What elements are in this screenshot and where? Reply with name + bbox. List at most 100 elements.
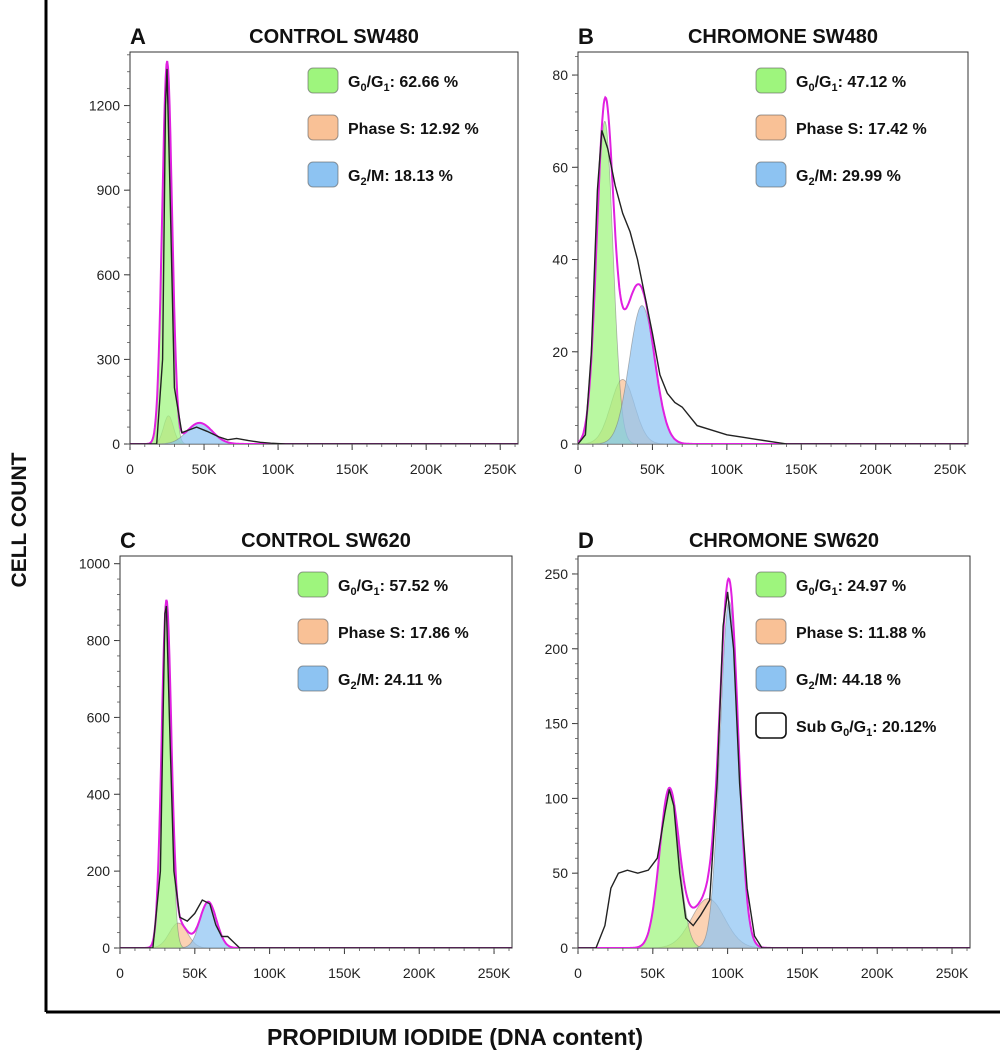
area-g2m — [578, 305, 968, 444]
legend-item: Phase S: 17.42 % — [755, 114, 927, 141]
legend-swatch — [297, 665, 329, 692]
fit-line — [120, 599, 512, 948]
plot-frame — [119, 555, 513, 949]
raw-histogram-line — [578, 591, 970, 948]
x-tick-label: 50K — [182, 965, 208, 981]
legend-item: Sub G0/G1: 20.12% — [755, 712, 936, 739]
legend-swatch — [755, 67, 787, 94]
legend-swatch — [297, 618, 329, 645]
x-tick-label: 150K — [336, 461, 369, 477]
legend-label: G0/G1: 62.66 % — [348, 74, 458, 94]
x-axis-label: PROPIDIUM IODIDE (DNA content) — [266, 1024, 644, 1050]
plot-area — [130, 60, 518, 444]
legend-swatch — [755, 114, 787, 141]
y-tick-label: 400 — [87, 786, 111, 802]
legend-swatch — [755, 665, 787, 692]
y-tick-label: 0 — [560, 940, 568, 956]
x-tick-label: 250K — [936, 965, 969, 981]
legend-swatch — [755, 571, 787, 598]
legend-label: G0/G1: 57.52 % — [338, 578, 448, 598]
plot-frame — [129, 51, 519, 445]
legend-label: G2/M: 44.18 % — [796, 672, 901, 692]
legend-item: G2/M: 44.18 % — [755, 665, 901, 692]
raw-histogram-line — [578, 130, 968, 444]
panel-letter: D — [578, 528, 594, 553]
y-axis-label: CELL COUNT — [8, 452, 31, 588]
plot-area — [578, 95, 968, 444]
panel-letter: B — [578, 24, 594, 49]
y-tick-label: 1200 — [89, 98, 120, 114]
legend-item: G2/M: 29.99 % — [755, 161, 901, 188]
y-tick-label: 1000 — [79, 556, 110, 572]
x-tick-label: 100K — [711, 461, 744, 477]
panel-d: 0 50K 100K 150K 200K 250K 0 50 100 150 200 250 D CHRO… — [545, 528, 971, 981]
legend-swatch — [755, 618, 787, 645]
x-tick-label: 100K — [711, 965, 744, 981]
legend-swatch — [307, 67, 339, 94]
x-tick-label: 150K — [786, 965, 819, 981]
panel-a: 0 50K 100K 150K 200K 250K 0 300 600 900 1200 A CONTR… — [89, 24, 519, 477]
y-tick-label: 60 — [552, 159, 568, 175]
legend-item: G0/G1: 57.52 % — [297, 571, 448, 598]
y-tick-label: 0 — [112, 436, 120, 452]
y-tick-label: 300 — [97, 351, 121, 367]
y-tick-label: 40 — [552, 252, 568, 268]
x-tick-label: 200K — [859, 461, 892, 477]
x-tick-label: 100K — [262, 461, 295, 477]
plot-area — [578, 577, 970, 948]
x-tick-label: 50K — [192, 461, 218, 477]
legend-swatch — [755, 712, 787, 739]
panel-letter: C — [120, 528, 136, 553]
legend-item: G2/M: 18.13 % — [307, 161, 453, 188]
raw-histogram-line — [130, 68, 518, 444]
legend-swatch — [307, 161, 339, 188]
y-tick-label: 800 — [87, 633, 111, 649]
legend-item: G0/G1: 62.66 % — [307, 67, 458, 94]
x-tick-label: 0 — [574, 461, 582, 477]
y-tick-label: 150 — [545, 716, 569, 732]
x-tick-label: 250K — [484, 461, 517, 477]
legend-item: Phase S: 11.88 % — [755, 618, 926, 645]
x-tick-label: 0 — [126, 461, 134, 477]
legend-label: Phase S: 17.42 % — [796, 121, 927, 138]
y-tick-label: 80 — [552, 67, 568, 83]
y-tick-label: 600 — [87, 709, 111, 725]
x-tick-label: 150K — [328, 965, 361, 981]
x-tick-label: 250K — [934, 461, 967, 477]
x-tick-label: 200K — [410, 461, 443, 477]
fit-line — [130, 60, 518, 444]
legend-label: Phase S: 11.88 % — [796, 625, 926, 642]
legend-swatch — [307, 114, 339, 141]
legend-label: G2/M: 18.13 % — [348, 168, 453, 188]
y-tick-label: 900 — [97, 182, 121, 198]
raw-histogram-line — [120, 605, 512, 948]
legend-item: G0/G1: 47.12 % — [755, 67, 906, 94]
legend-item: Phase S: 17.86 % — [297, 618, 469, 645]
x-tick-label: 50K — [640, 965, 666, 981]
fit-line — [578, 577, 970, 948]
y-tick-label: 600 — [97, 267, 121, 283]
panel-c: 0 50K 100K 150K 200K 250K 0 200 400 600 800 1000 C CO… — [79, 528, 513, 981]
panel-letter: A — [130, 24, 146, 49]
x-tick-label: 250K — [478, 965, 511, 981]
y-axis-label-wrap: CELL COUNT — [0, 0, 40, 1000]
y-tick-label: 250 — [545, 566, 569, 582]
x-tick-label: 100K — [253, 965, 286, 981]
x-tick-label: 200K — [403, 965, 436, 981]
area-g0g1 — [578, 120, 968, 444]
plot-area — [120, 599, 512, 948]
legend-label: Phase S: 12.92 % — [348, 121, 479, 138]
y-tick-label: 20 — [552, 344, 568, 360]
legend-item: G2/M: 24.11 % — [297, 665, 442, 692]
y-tick-label: 50 — [552, 865, 568, 881]
x-tick-label: 200K — [861, 965, 894, 981]
y-tick-label: 0 — [560, 436, 568, 452]
legend-item: G0/G1: 24.97 % — [755, 571, 906, 598]
x-tick-label: 0 — [574, 965, 582, 981]
legend-item: Phase S: 12.92 % — [307, 114, 479, 141]
legend-label: G0/G1: 47.12 % — [796, 74, 906, 94]
panel-b: 0 50K 100K 150K 200K 250K 0 20 40 60 80 B CHROMONE S… — [552, 24, 969, 477]
y-tick-label: 100 — [545, 790, 569, 806]
legend-label: G2/M: 24.11 % — [338, 672, 442, 692]
